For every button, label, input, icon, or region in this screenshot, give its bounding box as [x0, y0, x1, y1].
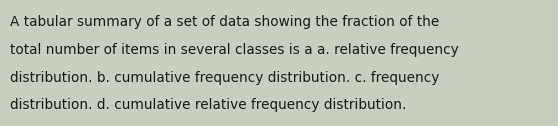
Text: total number of items in several classes is a a. relative frequency: total number of items in several classes…	[10, 43, 459, 57]
Text: distribution. b. cumulative frequency distribution. c. frequency: distribution. b. cumulative frequency di…	[10, 71, 439, 85]
Text: A tabular summary of a set of data showing the fraction of the: A tabular summary of a set of data showi…	[10, 15, 439, 29]
Text: distribution. d. cumulative relative frequency distribution.: distribution. d. cumulative relative fre…	[10, 98, 406, 112]
